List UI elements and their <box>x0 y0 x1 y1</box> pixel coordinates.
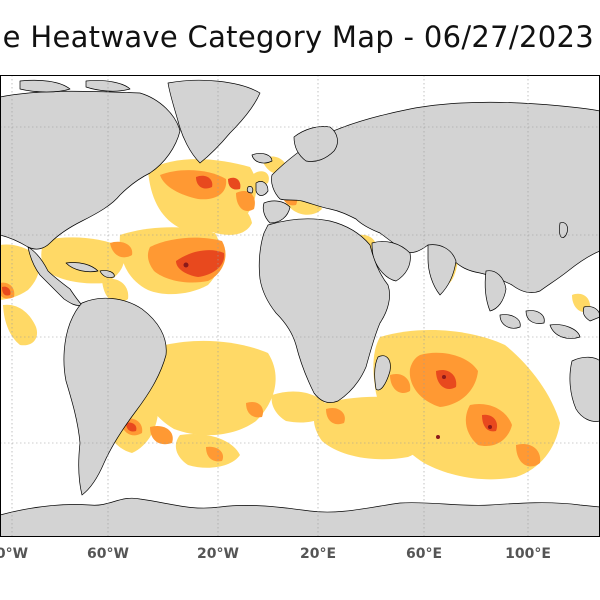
lon-tick-label: 100°E <box>505 546 551 562</box>
lon-tick-label: 20°E <box>299 546 337 562</box>
heatwave-map <box>0 75 600 537</box>
longitude-axis: 0°W 60°W 20°W 20°E 60°E 100°E <box>0 546 600 576</box>
map-title: ne Heatwave Category Map - 06/27/2023 <box>0 20 594 54</box>
graticule <box>0 75 600 537</box>
lon-tick-label: 60°W <box>87 546 129 562</box>
lon-tick-label: 60°E <box>405 546 443 562</box>
lon-tick-label: 0°W <box>0 546 29 562</box>
lon-tick-label: 20°W <box>197 546 239 562</box>
